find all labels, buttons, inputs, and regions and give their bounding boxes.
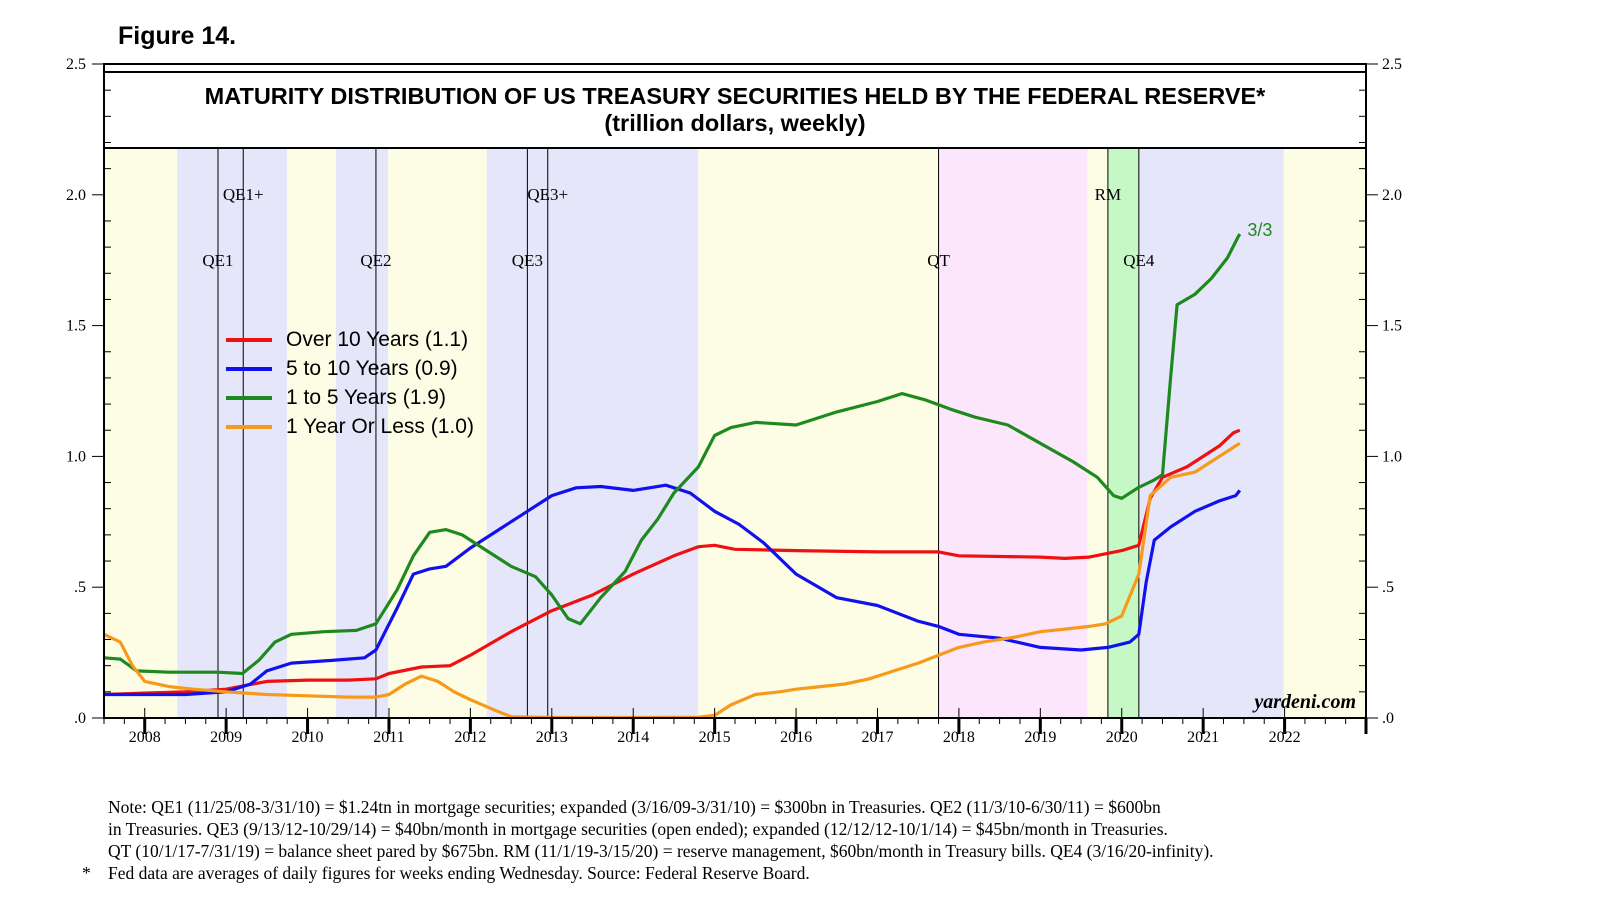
shaded-period (1283, 148, 1366, 718)
event-label: QE1 (202, 251, 233, 270)
legend-label: 1 to 5 Years (1.9) (286, 386, 446, 409)
legend-label: Over 10 Years (1.1) (286, 328, 468, 351)
y-tick-label-left: .5 (74, 579, 86, 596)
title-box: MATURITY DISTRIBUTION OF US TREASURY SEC… (103, 71, 1367, 149)
legend: Over 10 Years (1.1) 5 to 10 Years (0.9) 1 … (226, 328, 474, 438)
x-tick-label: 2020 (1106, 729, 1138, 746)
series-lines (103, 233, 1242, 720)
x-tick-label: 2017 (861, 729, 893, 746)
x-tick-label: 2014 (617, 729, 649, 746)
note-line: in Treasuries. QE3 (9/13/12-10/29/14) = … (108, 819, 1168, 839)
x-tick-label: 2021 (1187, 729, 1219, 746)
chart: QE1 QE1+ QE2 QE3 QE3+ QT RM QE4 MATURITY DISTRI… (66, 56, 1402, 746)
chart-title: MATURITY DISTRIBUTION OF US TREASURY SEC… (205, 83, 1267, 109)
y-tick-label-right: .5 (1382, 579, 1394, 596)
note-line: Note: QE1 (11/25/08-3/31/10) = $1.24tn i… (108, 797, 1161, 817)
footnote-text: Fed data are averages of daily figures f… (108, 863, 810, 883)
x-tick-label: 2012 (454, 729, 486, 746)
shaded-period (1107, 148, 1139, 718)
series-line (104, 483, 1242, 697)
series-line (103, 441, 1241, 720)
event-label: QE2 (360, 251, 391, 270)
shaded-period (486, 148, 699, 718)
notes: Note: QE1 (11/25/08-3/31/10) = $1.24tn i… (82, 796, 1582, 884)
shaded-period (287, 148, 337, 718)
shaded-period (1087, 148, 1108, 718)
event-label: RM (1095, 185, 1121, 204)
x-tick-label: 2009 (210, 729, 242, 746)
y-tick-label-right: 1.5 (1382, 318, 1402, 335)
legend-label: 5 to 10 Years (0.9) (286, 357, 458, 380)
y-tick-label-right: 2.0 (1382, 187, 1402, 204)
title-box-rect (103, 71, 1367, 149)
x-tick-label: 2019 (1024, 729, 1056, 746)
x-tick-label: 2018 (943, 729, 975, 746)
x-tick-label: 2008 (129, 729, 161, 746)
y-tick-label-left: 2.5 (66, 56, 86, 73)
chart-subtitle: (trillion dollars, weekly) (604, 110, 865, 136)
x-tick-label: 2013 (536, 729, 568, 746)
footnote-line: * Fed data are averages of daily figures … (82, 862, 1582, 884)
end-date-annotation: 3/3 (1247, 220, 1272, 240)
event-label: QE3 (512, 251, 543, 270)
x-tick-label: 2022 (1269, 729, 1301, 746)
shaded-period (177, 148, 288, 718)
y-tick-label-left: 2.0 (66, 187, 86, 204)
shaded-period (104, 148, 178, 718)
figure-label: Figure 14. (118, 22, 237, 50)
shaded-period (1138, 148, 1284, 718)
x-tick-label: 2010 (292, 729, 324, 746)
shaded-period (388, 148, 487, 718)
footnote-marker: * (82, 863, 91, 883)
y-tick-label-right: 2.5 (1382, 56, 1402, 73)
shaded-period (698, 148, 939, 718)
y-tick-label-left: .0 (74, 710, 86, 727)
legend-label: 1 Year Or Less (1.0) (286, 415, 474, 438)
note-line: QT (10/1/17-7/31/19) = balance sheet par… (108, 841, 1214, 861)
shaded-period (938, 148, 1088, 718)
axes: .0 .0 .5 .5 1.0 1.0 1.5 1.5 2.0 2.0 2.5 2.5 2008 2009… (66, 56, 1402, 746)
y-tick-label-left: 1.0 (66, 448, 86, 465)
y-tick-label-left: 1.5 (66, 318, 86, 335)
event-label: QT (927, 251, 950, 270)
event-label: QE3+ (527, 185, 568, 204)
y-tick-label-right: .0 (1382, 710, 1394, 727)
watermark: yardeni.com (1252, 691, 1356, 713)
series-line (103, 233, 1242, 676)
shaded-period (336, 148, 389, 718)
event-label: QE1+ (223, 185, 264, 204)
y-tick-label-right: 1.0 (1382, 448, 1402, 465)
x-tick-label: 2015 (699, 729, 731, 746)
x-tick-label: 2011 (373, 729, 404, 746)
x-tick-label: 2016 (780, 729, 812, 746)
event-label: QE4 (1123, 251, 1155, 270)
